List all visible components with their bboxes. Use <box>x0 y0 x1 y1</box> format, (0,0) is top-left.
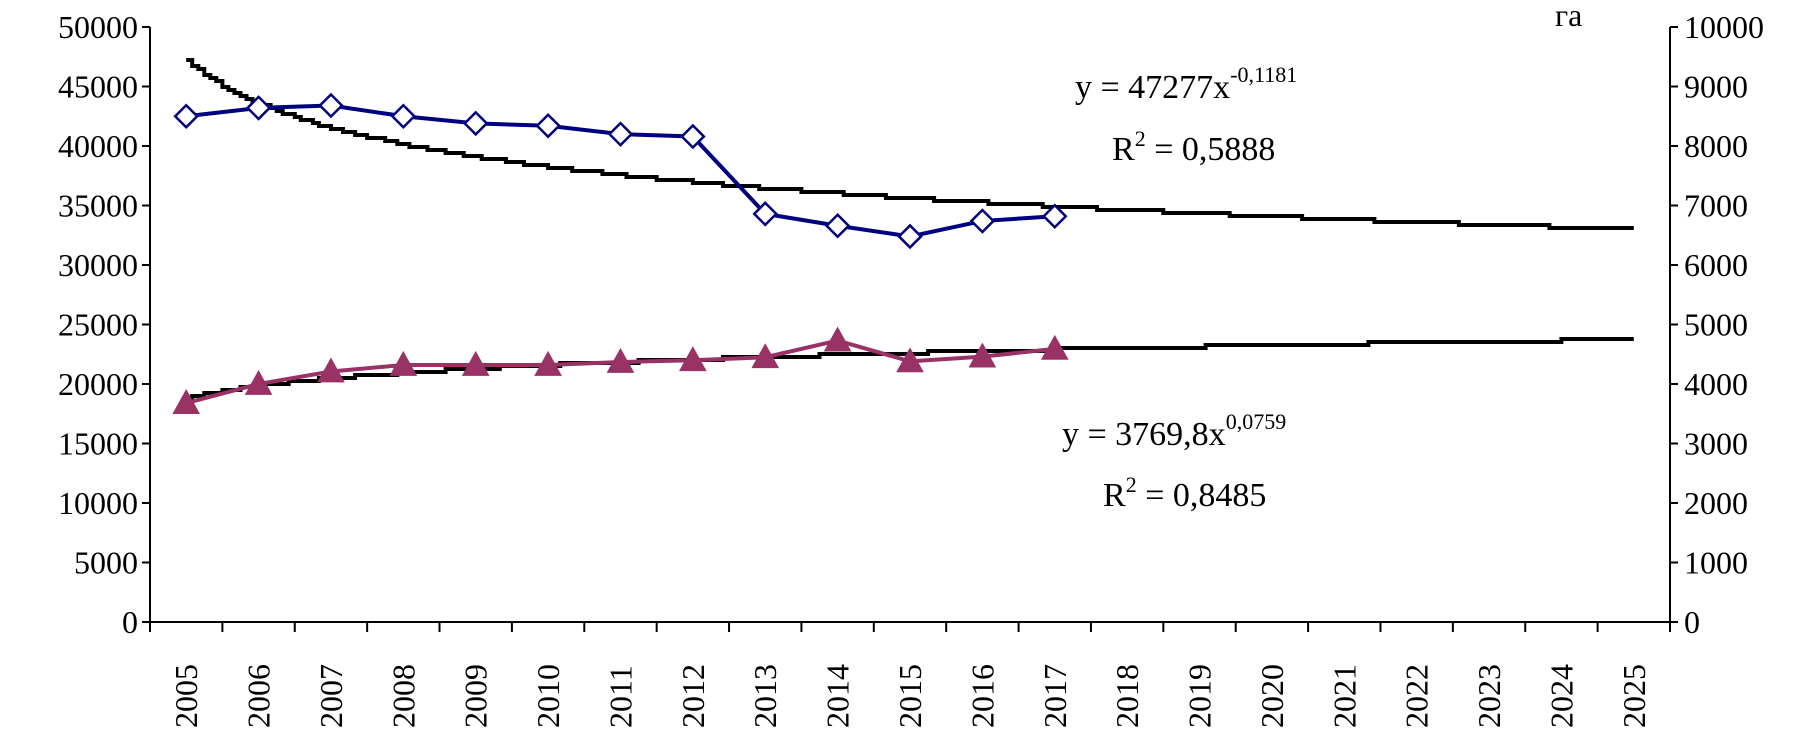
y-right-tick-label: 2000 <box>1684 485 1748 521</box>
series-1-point <box>1041 203 1068 229</box>
x-tick-label: 2020 <box>1254 664 1290 728</box>
x-tick-label: 2010 <box>530 664 566 728</box>
y-left-tick-label: 45000 <box>58 69 138 105</box>
series-2-point <box>317 357 345 383</box>
y-left-tick-label: 30000 <box>58 247 138 283</box>
series-2-point <box>968 342 997 368</box>
x-tick-label: 2023 <box>1471 664 1507 728</box>
series-1-point <box>173 103 199 130</box>
x-tick-label: 2021 <box>1326 664 1362 728</box>
series-2-point <box>823 326 852 352</box>
series-2-point <box>389 350 418 376</box>
series-2-point <box>751 343 780 369</box>
x-tick-label: 2024 <box>1543 664 1579 728</box>
series-1-point <box>680 123 706 150</box>
x-tick-label: 2005 <box>168 664 204 728</box>
y-left-tick-label: 15000 <box>58 426 138 462</box>
series-2-point <box>679 346 707 372</box>
series-2-point <box>461 350 490 376</box>
series-2-point <box>172 389 201 414</box>
y-right-tick-label: 10000 <box>1684 9 1764 45</box>
series-2-point <box>1040 334 1069 360</box>
y-right-tick-label: 4000 <box>1684 366 1748 402</box>
x-tick-label: 2007 <box>313 664 349 728</box>
x-tick-label: 2009 <box>458 664 494 728</box>
trendline-2-equation: y = 3769,8x0,0759 <box>1062 409 1286 453</box>
x-tick-label: 2025 <box>1616 664 1652 728</box>
y-right-tick-label: 6000 <box>1684 247 1748 283</box>
y-right-tick-label: 0 <box>1684 604 1700 640</box>
x-tick-label: 2016 <box>964 664 1000 728</box>
trendline-1-r2: R2 = 0,5888 <box>1112 126 1275 168</box>
trendline-1 <box>186 58 1634 230</box>
plot-area <box>172 58 1634 414</box>
series-1-point <box>607 121 634 147</box>
x-tick-label: 2011 <box>602 665 638 728</box>
y-left-tick-label: 5000 <box>74 545 138 581</box>
axes: 0500010000150002000025000300003500040000… <box>58 9 1764 728</box>
y-right-tick-label: 5000 <box>1684 307 1748 343</box>
x-tick-label: 2006 <box>241 664 277 728</box>
series-1-point <box>897 223 923 250</box>
series-1-point <box>535 113 561 139</box>
series-2-point <box>244 369 273 395</box>
y-left-tick-label: 10000 <box>58 485 138 521</box>
x-tick-label: 2022 <box>1399 664 1435 728</box>
y-left-tick-label: 35000 <box>58 188 138 224</box>
y-right-tick-label: 3000 <box>1684 426 1748 462</box>
x-tick-label: 2008 <box>385 664 421 728</box>
series-1-point <box>462 110 489 137</box>
series-1-point <box>390 103 417 130</box>
x-tick-label: 2019 <box>1182 664 1218 728</box>
series-2-point <box>534 350 562 376</box>
series-1-point <box>752 201 779 227</box>
series-1-point <box>969 208 996 234</box>
series-2-point <box>606 347 635 373</box>
y-left-tick-label: 0 <box>122 604 138 640</box>
x-tick-label: 2012 <box>675 664 711 728</box>
y-left-tick-label: 50000 <box>58 9 138 45</box>
y-right-tick-label: 9000 <box>1684 69 1748 105</box>
trendline-1-equation: y = 47277x-0,1181 <box>1075 62 1297 106</box>
x-tick-label: 2018 <box>1109 664 1145 728</box>
series-1-point <box>245 95 272 121</box>
y-left-tick-label: 20000 <box>58 366 138 402</box>
y-left-tick-label: 25000 <box>58 307 138 343</box>
unit-label: га <box>1555 0 1582 33</box>
series-2-point <box>896 347 924 373</box>
y-right-tick-label: 7000 <box>1684 188 1748 224</box>
x-tick-label: 2013 <box>747 664 783 728</box>
x-tick-label: 2017 <box>1037 664 1073 728</box>
x-tick-label: 2014 <box>820 664 856 728</box>
y-right-tick-label: 8000 <box>1684 128 1748 164</box>
series-1-point <box>318 92 344 119</box>
y-right-tick-label: 1000 <box>1684 545 1748 581</box>
trendline-2-r2: R2 = 0,8485 <box>1103 472 1266 514</box>
x-tick-label: 2015 <box>892 664 928 728</box>
series-1-point <box>824 212 851 239</box>
y-left-tick-label: 40000 <box>58 128 138 164</box>
